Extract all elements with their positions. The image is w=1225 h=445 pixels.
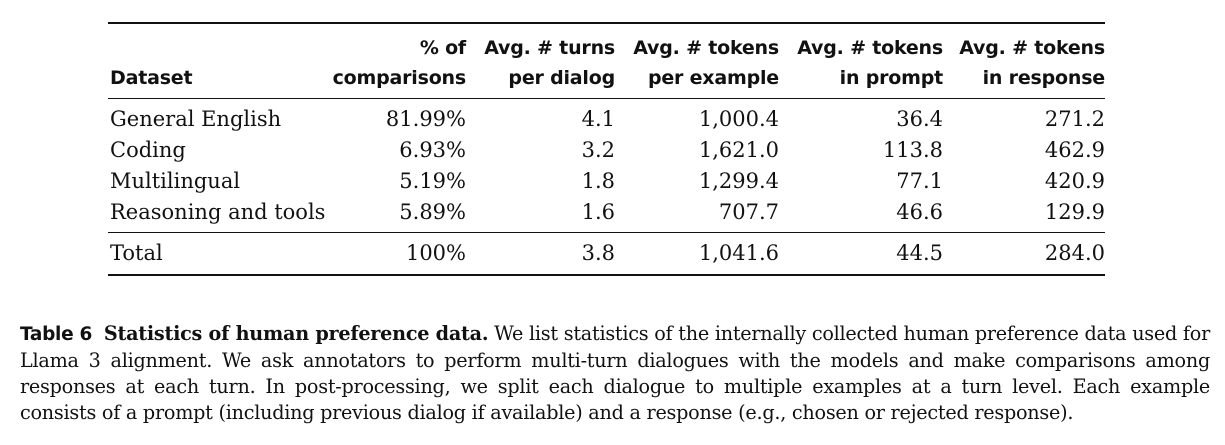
table-cell: 3.8 (581, 241, 615, 265)
table-cell: Total (110, 241, 163, 265)
header-cell: Avg. # tokens (959, 37, 1105, 59)
header-cell (108, 23, 330, 63)
table-caption: Table 6 Statistics of human preference d… (20, 321, 1210, 426)
table-cell: 5.89% (399, 200, 466, 224)
header-cell: per example (647, 67, 779, 89)
table-cell: 1,621.0 (698, 138, 779, 162)
header-cell: in response (982, 67, 1106, 89)
table-cell: Coding (110, 138, 186, 162)
table-body: General English 81.99% 4.1 1,000.4 36.4 … (108, 98, 1105, 233)
table-cell: 1,041.6 (698, 241, 779, 265)
total-row: Total 100% 3.8 1,041.6 44.5 284.0 (108, 232, 1105, 275)
table-cell: 5.19% (399, 169, 466, 193)
table-cell: 129.9 (1044, 200, 1105, 224)
table-cell: 271.2 (1044, 107, 1105, 131)
table-cell: 420.9 (1044, 169, 1105, 193)
header-cell: per dialog (508, 67, 615, 89)
header-cell: Avg. # turns (484, 37, 615, 59)
preference-data-table: % of Avg. # turns Avg. # tokens Avg. # t… (108, 22, 1105, 276)
header-cell-dataset: Dataset (110, 67, 193, 89)
table-row: Coding 6.93% 3.2 1,621.0 113.8 462.9 (108, 135, 1105, 166)
table-cell: 4.1 (581, 107, 615, 131)
table-cell: 1.6 (581, 200, 615, 224)
table-cell: 77.1 (896, 169, 943, 193)
table-cell: Multilingual (110, 169, 241, 193)
table-cell: 100% (405, 241, 466, 265)
table-cell: 1,000.4 (698, 107, 779, 131)
table-cell: 462.9 (1044, 138, 1105, 162)
table-cell: 44.5 (896, 241, 943, 265)
table-cell: General English (110, 107, 282, 131)
table-cell: 46.6 (896, 200, 943, 224)
header-row-1: % of Avg. # turns Avg. # tokens Avg. # t… (108, 23, 1105, 63)
table-cell: 284.0 (1044, 241, 1105, 265)
table-cell: 707.7 (718, 200, 779, 224)
header-row-2: Dataset comparisons per dialog per examp… (108, 63, 1105, 99)
table-cell: 81.99% (385, 107, 466, 131)
caption-title: Statistics of human preference data. (103, 322, 489, 345)
table-row: Reasoning and tools 5.89% 1.6 707.7 46.6… (108, 197, 1105, 233)
table-cell: Reasoning and tools (110, 200, 326, 224)
table-row: General English 81.99% 4.1 1,000.4 36.4 … (108, 98, 1105, 136)
header-cell: in prompt (839, 67, 944, 89)
table-cell: 36.4 (896, 107, 943, 131)
caption-label: Table 6 (20, 324, 93, 345)
table-header: % of Avg. # turns Avg. # tokens Avg. # t… (108, 23, 1105, 99)
table-cell: 113.8 (882, 138, 943, 162)
table-cell: 3.2 (581, 138, 615, 162)
preference-data-table-container: % of Avg. # turns Avg. # tokens Avg. # t… (108, 22, 1105, 276)
table-row: Multilingual 5.19% 1.8 1,299.4 77.1 420.… (108, 166, 1105, 197)
header-cell: % of (419, 37, 466, 59)
caption-text: We list statistics of the internally col… (20, 322, 1210, 424)
header-cell: comparisons (332, 67, 467, 89)
table-cell: 6.93% (399, 138, 466, 162)
table-total: Total 100% 3.8 1,041.6 44.5 284.0 (108, 232, 1105, 275)
header-cell: Avg. # tokens (633, 37, 779, 59)
header-cell: Avg. # tokens (797, 37, 943, 59)
table-cell: 1,299.4 (698, 169, 779, 193)
table-cell: 1.8 (581, 169, 615, 193)
